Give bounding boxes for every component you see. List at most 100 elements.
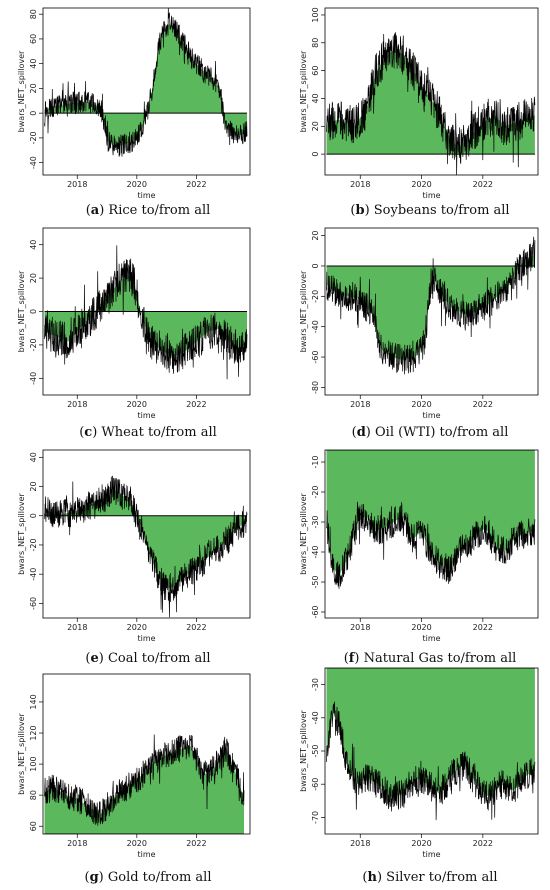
x-tick-label: 2022	[186, 400, 206, 409]
y-tick-label: -20	[29, 538, 38, 551]
y-tick-label: -10	[311, 455, 320, 468]
y-tick-label: -30	[311, 678, 320, 691]
x-tick-label: 2018	[67, 400, 87, 409]
chart-panel-d: 2018 2020 2022 -80 -60 -40 -20 0 20 time bwars_NET…	[299, 227, 539, 440]
chart-panel-c: 2018 2020 2022 -40 -20 0 20 40 time bwars_NET_spi…	[17, 227, 251, 440]
series-line-f	[326, 501, 536, 589]
y-tick-label: 0	[29, 513, 38, 518]
y-tick-label: 100	[311, 7, 320, 22]
x-tick-label: 2020	[411, 623, 431, 632]
y-tick-label: 140	[29, 694, 38, 709]
series-line-d	[326, 236, 536, 375]
x-axis-title: time	[137, 850, 155, 859]
chart-panel-b: 2018 2020 2022 0 20 40 60 80 100 time bwars_NET_sp…	[299, 7, 539, 218]
y-tick-label: 120	[29, 725, 38, 740]
y-tick-label: -20	[311, 485, 320, 498]
x-axis-title: time	[422, 411, 440, 420]
x-tick-label: 2022	[186, 839, 206, 848]
y-tick-label: 20	[311, 230, 320, 240]
y-tick-label: -50	[311, 744, 320, 757]
x-tick-label: 2018	[350, 400, 370, 409]
area-fill-a	[44, 24, 247, 148]
y-tick-label: 0	[29, 309, 38, 314]
plot-frame-e	[42, 449, 251, 619]
y-tick-label: -40	[29, 568, 38, 581]
y-tick-label: -60	[311, 351, 320, 364]
x-tick-label: 2018	[67, 180, 87, 189]
y-tick-label: 60	[29, 821, 38, 831]
x-tick-label: 2020	[411, 400, 431, 409]
y-tick-label: 60	[29, 34, 38, 44]
panel-caption-b: (b) Soybeans to/from all	[350, 203, 509, 218]
area-fill-f	[326, 450, 535, 576]
panel-caption-f: (f) Natural Gas to/from all	[344, 651, 517, 666]
panel-caption-h: (h) Silver to/from all	[362, 870, 497, 885]
x-axis-title: time	[137, 634, 155, 643]
panel-caption-g: (g) Gold to/from all	[84, 870, 211, 885]
y-tick-label: 20	[29, 83, 38, 93]
y-tick-label: 60	[311, 66, 320, 76]
area-fill-c	[44, 275, 247, 357]
x-axis-title: time	[422, 850, 440, 859]
y-axis-title: bwars_NET_spillover	[17, 50, 26, 132]
plot-frame-b	[324, 7, 539, 176]
chart-panel-e: 2018 2020 2022 -60 -40 -20 0 20 40 time bwars_NET_…	[17, 449, 251, 666]
panel-caption-c: (c) Wheat to/from all	[79, 425, 217, 440]
x-axis-title: time	[137, 191, 155, 200]
y-tick-label: 40	[29, 452, 38, 462]
series-line-a	[44, 8, 248, 157]
chart-panel-h: 2018 2020 2022 -70 -60 -50 -40 -30 time bwars_NET…	[299, 667, 539, 885]
series-line-c	[44, 245, 248, 380]
x-tick-label: 2022	[473, 400, 493, 409]
y-tick-label: -40	[311, 711, 320, 724]
panel-caption-e: (e) Coal to/from all	[85, 651, 210, 666]
chart-panel-a: 2018 2020 2022 -40 -20 0 20 40 60 80 time bwars_NET…	[17, 7, 251, 218]
y-tick-label: -20	[29, 338, 38, 351]
series-line-b	[326, 32, 536, 175]
y-tick-label: -60	[29, 597, 38, 610]
x-tick-label: 2020	[411, 180, 431, 189]
x-tick-label: 2020	[127, 400, 147, 409]
y-tick-label: -60	[311, 605, 320, 618]
y-axis-title: bwars_NET_spillover	[299, 709, 308, 791]
y-tick-label: -20	[311, 290, 320, 303]
panel-caption-d: (d) Oil (WTI) to/from all	[352, 425, 509, 440]
x-tick-label: 2022	[186, 623, 206, 632]
y-axis-title: bwars_NET_spillover	[299, 270, 308, 352]
y-tick-label: -40	[311, 320, 320, 333]
y-tick-label: 40	[311, 93, 320, 103]
y-tick-label: 0	[311, 152, 320, 157]
y-tick-label: -80	[311, 381, 320, 394]
y-tick-label: -50	[311, 575, 320, 588]
y-tick-label: 20	[29, 481, 38, 491]
x-tick-label: 2020	[127, 180, 147, 189]
x-axis-title: time	[422, 634, 440, 643]
y-tick-label: 0	[29, 111, 38, 116]
y-tick-label: -70	[311, 811, 320, 824]
y-tick-label: 80	[29, 790, 38, 800]
chart-panel-g: 2018 2020 2022 60 80 100 120 140 time bwars_NET_s…	[17, 673, 251, 885]
y-tick-label: -60	[311, 778, 320, 791]
x-tick-label: 2020	[411, 839, 431, 848]
y-tick-label: 20	[29, 273, 38, 283]
y-tick-label: -40	[311, 545, 320, 558]
y-tick-label: 40	[29, 59, 38, 69]
y-axis-title: bwars_NET_spillover	[17, 492, 26, 574]
y-axis-title: bwars_NET_spillover	[17, 712, 26, 794]
x-tick-label: 2018	[350, 839, 370, 848]
plot-frame-g	[42, 673, 251, 835]
plot-frame-d	[324, 227, 539, 396]
x-tick-label: 2022	[186, 180, 206, 189]
x-tick-label: 2020	[127, 623, 147, 632]
x-tick-label: 2018	[350, 623, 370, 632]
y-tick-label: -40	[29, 372, 38, 385]
x-axis-title: time	[422, 191, 440, 200]
y-tick-label: -40	[29, 156, 38, 169]
y-tick-label: 0	[311, 263, 320, 268]
area-fill-h	[326, 668, 535, 798]
y-axis-title: bwars_NET_spillover	[299, 50, 308, 132]
x-tick-label: 2018	[350, 180, 370, 189]
series-line-g	[44, 734, 245, 826]
plot-frame-f	[324, 449, 539, 619]
